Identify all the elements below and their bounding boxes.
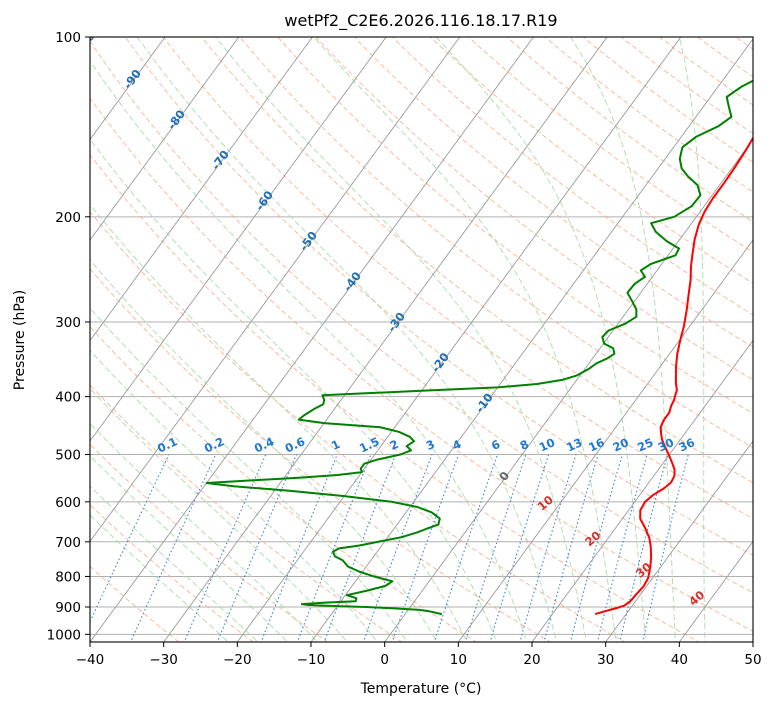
y-tick-label-8: 200 <box>55 210 81 226</box>
chart-title: wetPf2_C2E6.2026.116.18.17.R19 <box>284 11 557 31</box>
mixing-ratio-label-16: 30 <box>656 435 676 454</box>
dry-adiabat-30 <box>90 210 626 642</box>
y-tick-label-0: 1000 <box>47 627 81 643</box>
isotherm--60 <box>90 37 387 442</box>
mixing-ratio-label-15: 25 <box>635 435 655 454</box>
y-tick-label-9: 100 <box>55 30 81 46</box>
isotherm-30 <box>605 440 753 642</box>
dry-adiabat-60 <box>90 40 753 594</box>
isotherm-0 <box>384 138 753 642</box>
isotherm--70 <box>90 37 313 342</box>
mixing-ratio-line-4 <box>260 454 338 642</box>
mixing-ratio-line-11 <box>489 454 550 642</box>
mixing-ratio-label-13: 16 <box>586 435 606 454</box>
moist-adiabat-32 <box>313 37 617 642</box>
x-axis-ticks: −40 −30 −20 −10 0 10 20 30 40 50 <box>76 642 762 668</box>
y-axis-ticks: 1000 900 800 700 600 500 400 300 200 100 <box>47 30 90 643</box>
plot-frame <box>89 36 754 643</box>
mixing-ratio-line-14 <box>569 454 623 642</box>
moist-adiabat-8 <box>90 259 438 642</box>
mixing-ratio-line-0 <box>90 454 170 623</box>
mixing-ratio-label-14: 20 <box>610 435 630 454</box>
y-axis-label: Pressure (hPa) <box>12 290 28 390</box>
x-tick-label-5: 10 <box>450 652 467 668</box>
sounding-traces <box>205 79 753 616</box>
x-tick-label-7: 30 <box>597 652 614 668</box>
dry-adiabat-150 <box>429 37 753 284</box>
moist-adiabat-44 <box>678 37 706 642</box>
isotherm--20 <box>236 37 682 642</box>
x-tick-label-2: −20 <box>223 652 252 668</box>
dry-adiabat-50 <box>90 97 753 632</box>
mixing-ratio-line-7 <box>362 454 433 642</box>
x-tick-label-9: 50 <box>744 652 761 668</box>
y-tick-label-4: 600 <box>55 495 81 511</box>
mixing-ratio-line-15 <box>596 454 648 642</box>
moist-adiabat--12 <box>90 455 289 642</box>
x-axis-label: Temperature (°C) <box>360 681 482 697</box>
mixing-ratio-label-11: 10 <box>537 435 557 454</box>
moist-adiabat-4 <box>90 307 408 642</box>
moist-adiabat-40 <box>570 37 676 642</box>
dry-adiabat-100 <box>239 37 753 449</box>
dry-adiabat-110 <box>277 37 753 415</box>
isotherm--30 <box>163 37 608 642</box>
x-tick-label-1: −30 <box>149 652 178 668</box>
y-tick-label-7: 300 <box>55 315 81 331</box>
isotherm--80 <box>90 37 240 241</box>
y-tick-label-1: 900 <box>55 600 81 616</box>
x-tick-label-4: 0 <box>380 652 389 668</box>
dry-adiabats <box>90 37 753 642</box>
dry-adiabat-70 <box>124 37 753 556</box>
mixing-ratio-line-5 <box>296 454 372 642</box>
moist-adiabat-12 <box>90 203 468 642</box>
dry-adiabat-0 <box>90 384 403 642</box>
x-tick-label-0: −40 <box>76 652 105 668</box>
dry-adiabat-120 <box>315 37 753 381</box>
moist-adiabat-28 <box>215 37 587 642</box>
dry-adiabat-20 <box>90 268 552 642</box>
mixing-ratio-line-9 <box>433 454 498 642</box>
mixing-ratio-line-13 <box>543 454 599 642</box>
moist-adiabat-24 <box>136 37 558 642</box>
moist-adiabat--16 <box>90 485 259 642</box>
y-tick-label-6: 400 <box>55 390 81 406</box>
isotherm-20 <box>531 339 753 642</box>
dry-adiabat--30 <box>90 565 180 642</box>
x-tick-label-3: −10 <box>297 652 326 668</box>
mixing-ratio-label-12: 13 <box>564 435 584 454</box>
y-tick-label-5: 500 <box>55 448 81 464</box>
moist-adiabat-20 <box>90 60 528 642</box>
y-tick-label-2: 800 <box>55 569 81 585</box>
moist-adiabat--8 <box>90 422 319 642</box>
dry-adiabat--10 <box>90 443 329 642</box>
mixing-ratio-line-3 <box>216 454 298 642</box>
moist-adiabat--20 <box>90 514 230 642</box>
mixing-ratio-line-10 <box>464 454 527 642</box>
temperature-trace <box>594 136 753 616</box>
x-tick-label-8: 40 <box>671 652 688 668</box>
isotherm--40 <box>90 37 534 642</box>
x-tick-label-6: 20 <box>523 652 540 668</box>
mixing-ratio-line-12 <box>519 454 577 642</box>
isotherm--90 <box>90 37 166 141</box>
moist-adiabat-16 <box>90 138 498 642</box>
dewpoint-trace <box>205 79 753 616</box>
mixing-ratio-label-17: 36 <box>676 435 696 454</box>
mixing-ratio-line-16 <box>619 454 669 642</box>
moist-adiabat-0 <box>90 349 378 642</box>
dry-adiabat-140 <box>391 37 753 316</box>
y-tick-label-3: 700 <box>55 535 81 551</box>
moist-adiabat-36 <box>435 37 647 642</box>
dry-adiabat-80 <box>162 37 753 520</box>
